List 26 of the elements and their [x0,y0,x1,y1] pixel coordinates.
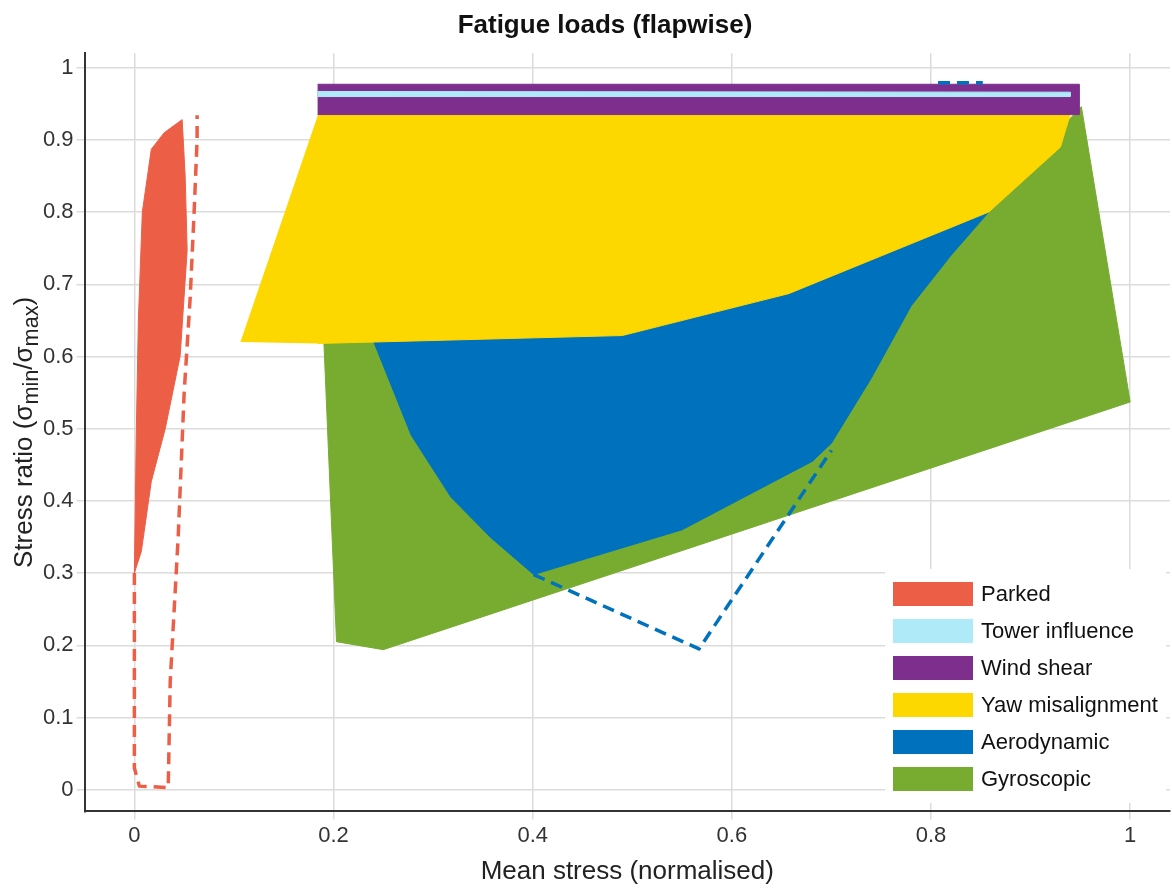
y-tick-label: 0.6 [42,342,74,368]
x-tick-label: 1 [1124,821,1137,847]
legend-label: Aerodynamic [981,728,1110,755]
chart-title: Fatigue loads (flapwise) [457,8,753,39]
x-tick-label: 0.2 [318,821,349,847]
y-tick-label: 0.2 [42,631,74,657]
y-tick-label: 0.7 [42,270,74,296]
x-tick-label: 0.8 [915,821,947,847]
y-tick-label: 0 [61,775,74,801]
x-tick-label: 0 [128,821,141,847]
legend-label: Wind shear [981,654,1093,681]
legend-label: Parked [981,580,1051,607]
x-tick-label: 0.4 [517,821,548,847]
y-tick-label: 0.5 [42,414,74,440]
y-tick-label: 0.4 [42,486,74,512]
y-tick-label: 0.3 [42,559,74,585]
x-axis-title: Mean stress (normalised) [480,854,774,885]
y-tick-label: 0.9 [42,125,74,151]
y-tick-label: 0.1 [42,703,74,729]
line-series [132,113,199,790]
y-tick-label: 1 [61,53,74,79]
legend-label: Yaw misalignment [981,691,1158,718]
legend-label: Tower influence [981,617,1134,644]
legend-label: Gyroscopic [981,765,1092,792]
x-tick-label: 0.6 [716,821,748,847]
y-tick-label: 0.8 [42,198,74,224]
